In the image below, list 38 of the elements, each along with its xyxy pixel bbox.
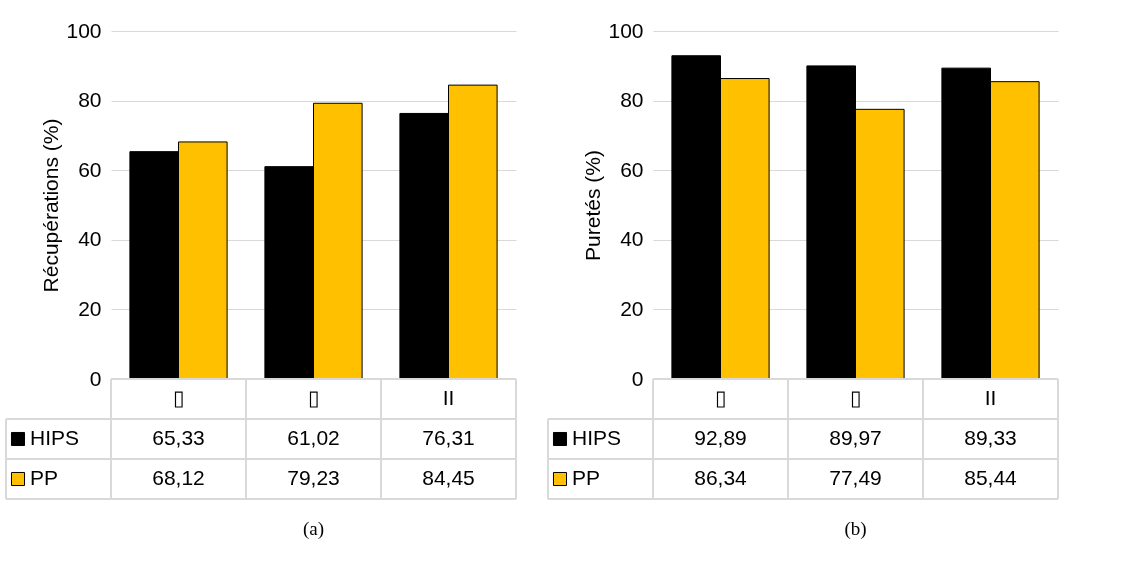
- data-label: 77,49: [829, 466, 882, 489]
- y-tick-label: 20: [78, 296, 102, 320]
- x-tick-label: ▯: [172, 386, 185, 409]
- y-tick-label: 40: [78, 227, 102, 251]
- data-label: 89,33: [964, 426, 1017, 449]
- data-label: 92,89: [694, 426, 747, 449]
- x-tick-label: ▯: [849, 386, 862, 409]
- text: (a): [302, 518, 325, 540]
- y-tick-label: 80: [620, 88, 644, 112]
- y-tick-label: 0: [631, 366, 644, 390]
- legend-label: PP: [572, 466, 601, 489]
- y-tick-label: 40: [620, 227, 644, 251]
- data-label: 76,31: [422, 426, 475, 449]
- data-label: 85,44: [964, 466, 1018, 489]
- x-tick-label: ▯: [307, 386, 320, 409]
- x-tick-label: II: [442, 386, 455, 409]
- legend-label: PP: [30, 466, 59, 489]
- data-label: 79,23: [287, 466, 340, 489]
- data-label: 61,02: [287, 426, 340, 449]
- y-axis-title: Puretés (%): [581, 150, 605, 261]
- y-tick-label: 20: [620, 296, 644, 320]
- y-tick-label: 60: [78, 157, 102, 181]
- text: (b): [844, 518, 867, 540]
- data-label: 68,12: [152, 466, 205, 489]
- x-tick-label: ▯: [714, 386, 727, 409]
- y-tick-label: 100: [608, 18, 644, 42]
- y-tick-label: 100: [66, 18, 102, 42]
- data-label: 86,34: [694, 466, 748, 489]
- y-tick-label: 0: [89, 366, 102, 390]
- x-tick-label: II: [984, 386, 997, 409]
- data-label: 89,97: [829, 426, 882, 449]
- legend-label: HIPS: [30, 426, 80, 449]
- y-axis-title: Récupérations (%): [39, 118, 63, 293]
- y-tick-label: 80: [78, 88, 102, 112]
- y-tick-label: 60: [620, 157, 644, 181]
- data-label: 84,45: [422, 466, 475, 489]
- data-label: 65,33: [152, 426, 205, 449]
- legend-label: HIPS: [572, 426, 622, 449]
